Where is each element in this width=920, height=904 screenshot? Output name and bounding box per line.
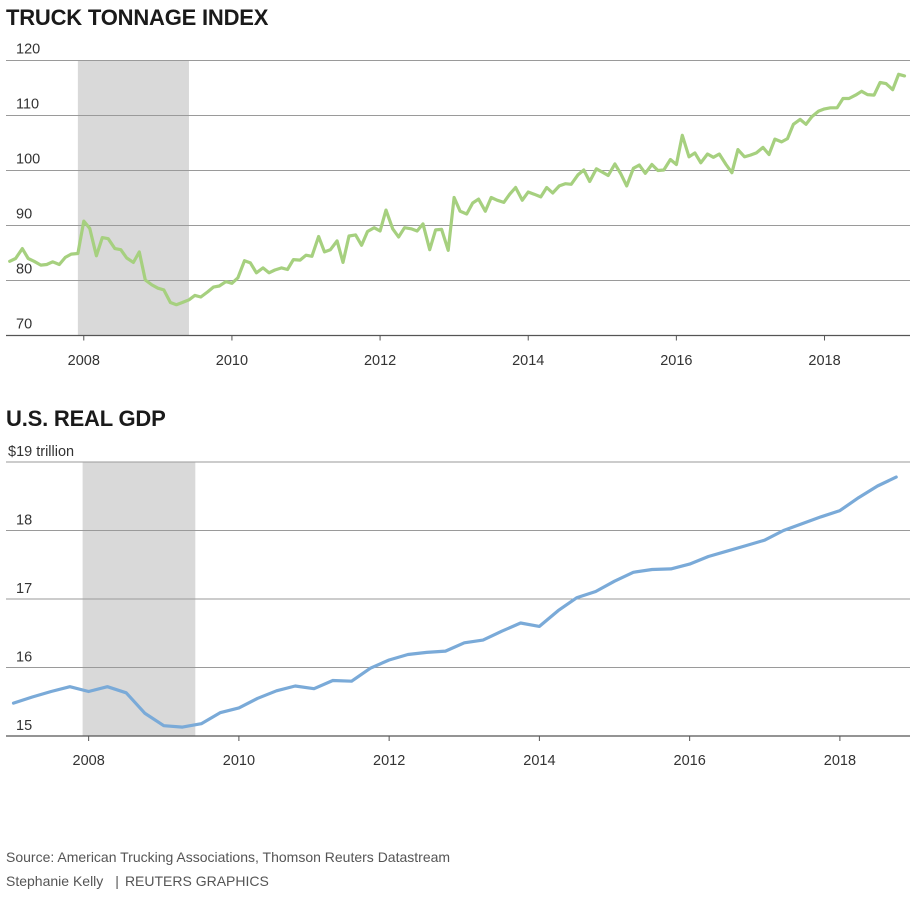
truck-tonnage-title: TRUCK TONNAGE INDEX — [6, 5, 269, 30]
truck-x-tick-label: 2016 — [660, 353, 692, 369]
truck-tonnage-chart: 120 110 100 90 80 70 2008 2010 2012 2014 2016 2018 — [6, 42, 910, 369]
gdp-x-tick-label: 2012 — [373, 753, 405, 769]
truck-y-tick-label: 120 — [16, 42, 40, 58]
us-real-gdp-title: U.S. REAL GDP — [6, 406, 166, 431]
truck-recession-band — [77, 60, 189, 336]
truck-y-tick-label: 80 — [16, 262, 32, 278]
truck-y-tick-label: 110 — [16, 97, 39, 113]
truck-x-tick-label: 2010 — [216, 353, 248, 369]
truck-series-line — [8, 72, 907, 307]
truck-x-tick-label: 2014 — [512, 353, 544, 369]
gdp-x-tick-label: 2016 — [674, 753, 706, 769]
gdp-y-tick-label: 17 — [16, 581, 32, 597]
gdp-x-tick-label: 2010 — [223, 753, 255, 769]
truck-x-tick-label: 2008 — [68, 353, 100, 369]
gdp-y-tick-label: 16 — [16, 650, 32, 666]
credit-separator: | — [115, 873, 119, 889]
gdp-x-tick-label: 2018 — [824, 753, 856, 769]
gdp-x-tick-label: 2008 — [73, 753, 105, 769]
brand-credit: REUTERS GRAPHICS — [124, 873, 269, 889]
truck-y-tick-label: 70 — [16, 317, 32, 333]
gdp-y-tick-label: 18 — [16, 513, 32, 529]
credit-line: Stephanie Kelly | REUTERS GRAPHICS — [6, 873, 269, 889]
source-note: Source: American Trucking Associations, … — [6, 849, 451, 865]
us-real-gdp-chart: $19 trillion 18 17 16 15 2008 2010 2012 2014 2016… — [6, 444, 910, 769]
truck-x-tick-label: 2012 — [364, 353, 396, 369]
truck-x-tick-label: 2018 — [808, 353, 840, 369]
gdp-y-tick-label: 15 — [16, 718, 32, 734]
gdp-x-tick-label: 2014 — [523, 753, 555, 769]
author-credit: Stephanie Kelly — [6, 873, 104, 889]
truck-y-tick-label: 100 — [16, 152, 40, 168]
truck-y-tick-label: 90 — [16, 207, 32, 223]
gdp-series-line — [11, 475, 898, 729]
gdp-y-tick-label: $19 trillion — [8, 444, 74, 460]
